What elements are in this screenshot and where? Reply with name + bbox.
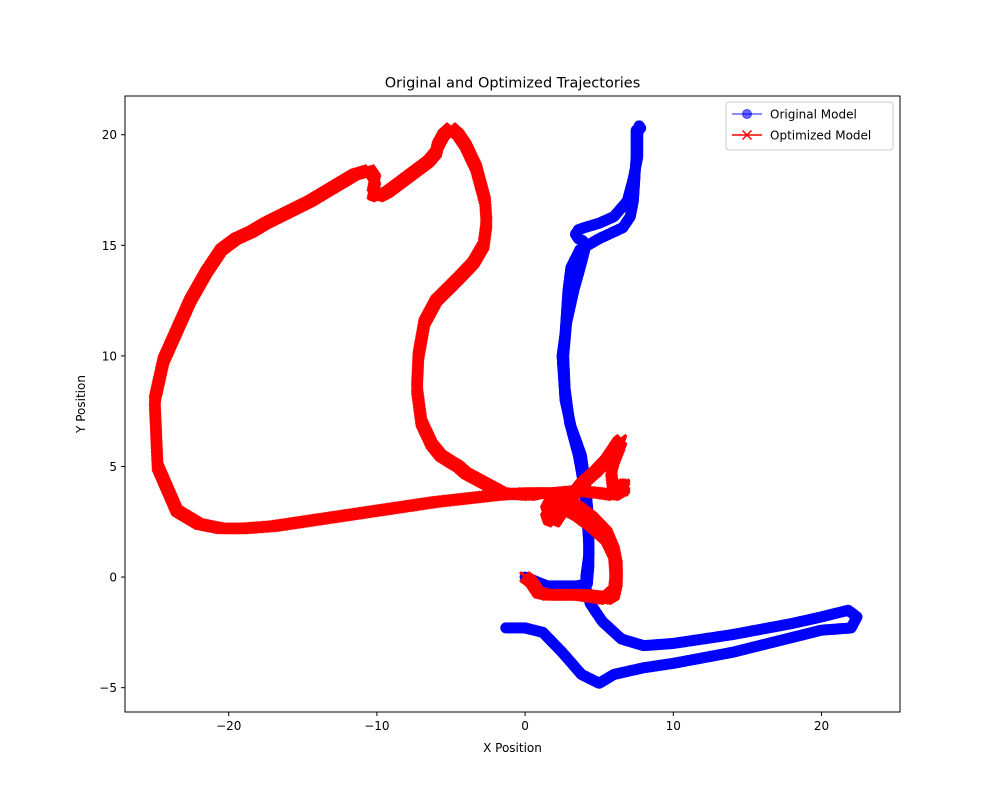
legend-optimized-marker bbox=[741, 129, 753, 141]
x-tick-label: 0 bbox=[521, 719, 529, 733]
x-tick-label: 20 bbox=[814, 719, 829, 733]
y-tick-label: 10 bbox=[102, 349, 117, 363]
x-tick-label: −20 bbox=[216, 719, 241, 733]
legend-box bbox=[725, 101, 894, 151]
series-original bbox=[500, 120, 863, 689]
y-tick-label: 0 bbox=[109, 571, 117, 585]
chart-title: Original and Optimized Trajectories bbox=[385, 76, 641, 92]
y-axis-ticks: −5 0 5 10 15 20 bbox=[99, 128, 125, 695]
y-tick-label: 15 bbox=[102, 239, 117, 253]
legend-original-label: Original Model bbox=[770, 108, 857, 122]
data-point bbox=[541, 588, 554, 601]
legend-optimized-label: Optimized Model bbox=[770, 129, 871, 143]
x-tick-label: 10 bbox=[666, 719, 681, 733]
x-axis-label: X Position bbox=[483, 741, 542, 755]
axes-frame bbox=[124, 95, 901, 713]
y-axis-label: Y Position bbox=[74, 375, 88, 434]
y-tick-label: 5 bbox=[109, 460, 117, 474]
x-tick-label: −10 bbox=[364, 719, 389, 733]
legend: Original Model Optimized Model bbox=[725, 101, 894, 151]
y-tick-label: 20 bbox=[102, 128, 117, 142]
plot-area bbox=[148, 120, 863, 689]
data-point bbox=[500, 622, 512, 634]
series-optimized bbox=[148, 122, 631, 606]
x-axis-ticks: −20 −10 0 10 20 bbox=[216, 712, 829, 733]
legend-original-marker bbox=[742, 109, 752, 119]
y-tick-label: −5 bbox=[99, 681, 117, 695]
